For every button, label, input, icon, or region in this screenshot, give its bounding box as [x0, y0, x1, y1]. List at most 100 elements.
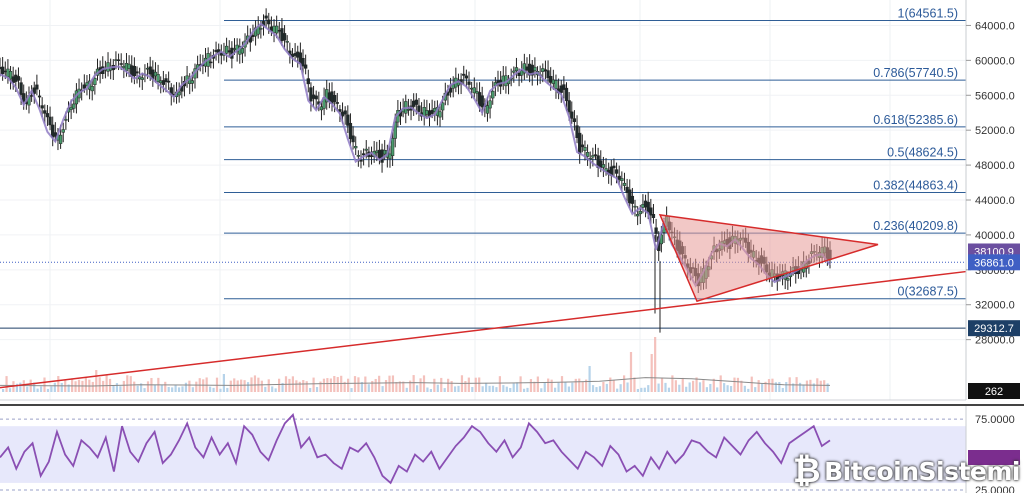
volume-bar — [115, 383, 119, 392]
volume-bar — [771, 378, 774, 392]
volume-bar — [640, 387, 643, 392]
volume-bar — [743, 385, 746, 392]
volume-bar — [471, 386, 474, 392]
volume-bar — [91, 381, 94, 392]
volume-bar — [502, 385, 505, 392]
volume-bar — [371, 380, 374, 392]
volume-bar — [709, 383, 712, 392]
candle-body — [380, 149, 384, 163]
price-tick-label: 64000.0 — [975, 20, 1015, 32]
volume-bar — [585, 379, 588, 392]
candle-body — [132, 66, 137, 77]
candle-body — [583, 147, 587, 151]
volume-bar — [667, 387, 671, 392]
volume-bar — [274, 388, 277, 392]
volume-bar — [360, 382, 363, 392]
volume-bar — [802, 385, 805, 392]
volume-bar — [153, 384, 156, 392]
candle-body — [425, 110, 429, 115]
volume-bar — [326, 378, 329, 392]
volume-bar — [5, 376, 8, 392]
volume-bar — [212, 387, 215, 392]
volume-bar — [498, 376, 501, 392]
volume-bar — [761, 383, 764, 392]
volume-bar — [509, 388, 512, 392]
volume-bar — [450, 381, 453, 392]
candle-body — [641, 204, 645, 208]
candle-body — [90, 86, 94, 92]
candle-body — [636, 214, 640, 217]
candle-body — [114, 59, 118, 61]
candle-body — [585, 152, 590, 157]
candle-body — [514, 67, 519, 71]
volume-bar — [112, 385, 115, 392]
volume-bar — [322, 378, 326, 392]
rsi-line — [0, 413, 831, 485]
volume-bar — [543, 382, 546, 392]
volume-bar — [602, 381, 605, 392]
volume-bar — [712, 378, 715, 392]
volume-bar — [809, 379, 812, 392]
candle-body — [119, 63, 123, 65]
volume-bar — [405, 387, 408, 392]
candle-body — [546, 70, 550, 79]
volume-bar — [8, 388, 12, 392]
rsi-tick-label: 75.0000 — [975, 414, 1015, 426]
volume-bar — [453, 386, 457, 392]
volume-bar — [67, 384, 70, 392]
volume-bar — [243, 380, 246, 392]
volume-bar — [315, 387, 319, 392]
volume-bar — [209, 386, 212, 392]
candle-body — [240, 48, 245, 54]
volume-bar — [129, 376, 132, 392]
candle-body — [0, 66, 5, 75]
candle-body — [93, 78, 97, 85]
volume-bar — [564, 382, 567, 392]
volume-bar — [312, 377, 315, 392]
volume-bar — [650, 354, 653, 392]
volume-bar — [447, 378, 450, 392]
candle-body — [614, 169, 619, 174]
volume-bar — [246, 382, 250, 392]
volume-bar — [505, 386, 508, 392]
candle-body — [383, 150, 387, 155]
candle-body — [116, 59, 121, 61]
volume-bar — [547, 378, 550, 392]
volume-bar — [474, 377, 477, 392]
candle-body — [280, 28, 284, 42]
volume-bar — [136, 385, 139, 392]
volume-bar — [219, 388, 222, 392]
candle-body — [51, 124, 55, 138]
candle-body — [628, 189, 632, 204]
volume-bar — [705, 387, 708, 392]
fib-label-0: 0(32687.5) — [898, 285, 958, 299]
volume-bar — [657, 383, 660, 392]
price-tag — [968, 383, 1020, 399]
volume-bar — [119, 386, 122, 392]
volume-bar — [578, 378, 581, 392]
volume-bar — [481, 386, 484, 392]
candle-body — [64, 118, 68, 121]
volume-bar — [229, 380, 232, 392]
volume-bar — [39, 386, 43, 392]
candle-body — [259, 28, 263, 30]
volume-bar — [464, 381, 467, 392]
candle-body — [3, 70, 7, 73]
candle-body — [69, 106, 73, 110]
volume-bar — [60, 382, 63, 392]
bitcoinsistemi-watermark: ₿ BitcoinSistemi — [793, 451, 1021, 491]
candle-body — [390, 137, 395, 156]
volume-bar — [512, 383, 515, 392]
candle-body — [351, 135, 355, 143]
volume-bar — [350, 388, 353, 392]
volume-bar — [143, 388, 146, 392]
volume-bar — [612, 380, 615, 392]
candle-body — [43, 110, 47, 114]
candle-body — [72, 103, 76, 109]
candle-body — [343, 110, 347, 115]
price-tick-label: 28000.0 — [975, 335, 1015, 347]
candle-body — [301, 58, 305, 67]
volume-bar — [333, 376, 336, 392]
volume-bar — [357, 377, 360, 392]
volume-bar — [567, 386, 570, 392]
